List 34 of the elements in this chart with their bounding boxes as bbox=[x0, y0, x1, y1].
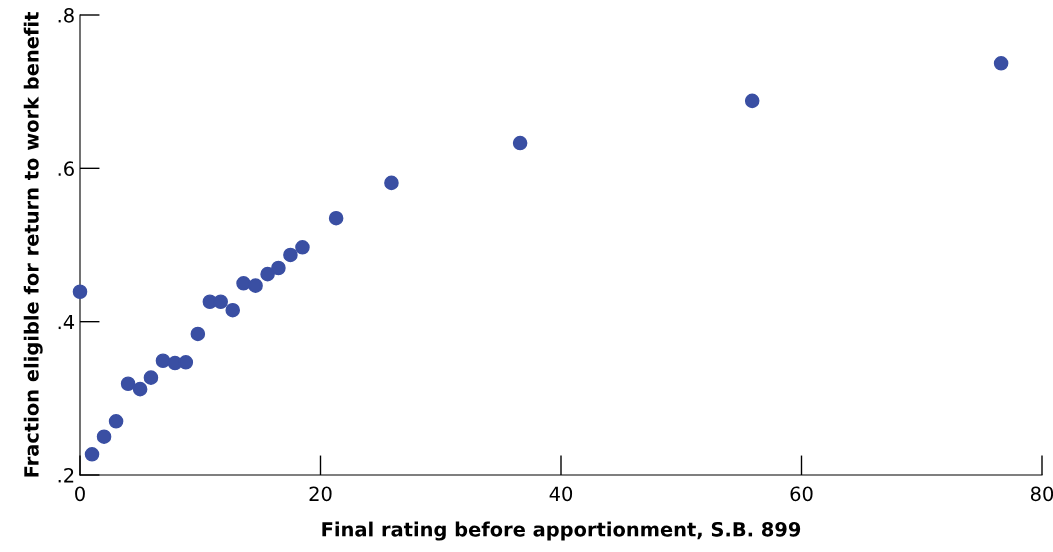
point bbox=[178, 355, 194, 370]
point bbox=[260, 266, 275, 282]
y-axis-title: Fraction eligible for return to work benefit bbox=[23, 12, 43, 477]
point bbox=[512, 135, 528, 151]
point bbox=[108, 414, 124, 429]
point bbox=[132, 381, 148, 397]
point bbox=[120, 376, 136, 392]
x-tick-label: 60 bbox=[790, 486, 813, 502]
point bbox=[143, 370, 159, 385]
x-tick-label: 80 bbox=[1030, 486, 1053, 502]
point bbox=[84, 447, 100, 462]
point bbox=[744, 93, 760, 109]
x-tick-label: 0 bbox=[75, 486, 85, 502]
point bbox=[225, 302, 241, 318]
point bbox=[236, 276, 251, 291]
point bbox=[72, 284, 88, 300]
point bbox=[993, 56, 1009, 71]
point bbox=[155, 353, 171, 369]
point bbox=[96, 429, 112, 444]
y-tick-label: .6 bbox=[58, 161, 74, 176]
point bbox=[271, 260, 286, 276]
x-axis-title: Final rating before apportionment, S.B. 899 bbox=[322, 521, 801, 541]
point bbox=[328, 210, 344, 226]
y-tick-label: .4 bbox=[58, 314, 75, 330]
x-tick-label: 40 bbox=[549, 486, 573, 502]
point bbox=[295, 240, 310, 255]
point bbox=[213, 294, 228, 310]
y-tick-label: .8 bbox=[58, 7, 74, 23]
point bbox=[283, 247, 298, 263]
point bbox=[248, 278, 263, 293]
point bbox=[384, 175, 399, 191]
x-tick-label: 20 bbox=[309, 486, 332, 502]
point bbox=[190, 326, 206, 342]
y-tick-label: .2 bbox=[58, 467, 74, 483]
